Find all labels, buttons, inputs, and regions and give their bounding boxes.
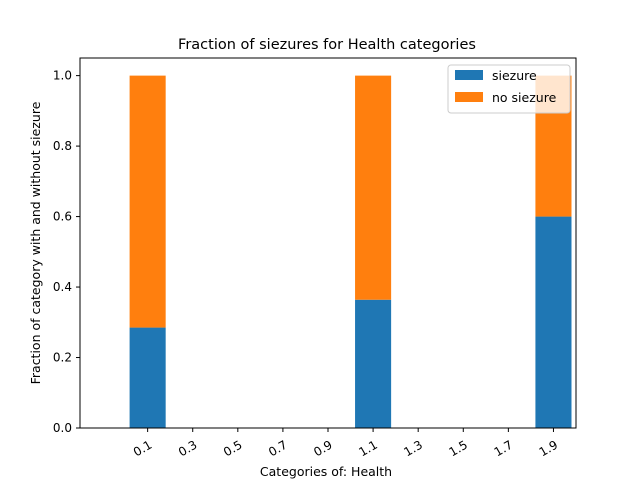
bars [129,75,572,428]
y-tick-label-0.8: 0.8 [53,139,72,153]
bar-siezure-1.1 [355,299,392,428]
y-tick-label-0.4: 0.4 [53,280,72,294]
legend-swatch-siezure [455,70,483,80]
y-tick-label-0.2: 0.2 [53,351,72,365]
bar-siezure-1.9 [535,216,572,428]
chart-title: Fraction of siezures for Health categori… [178,37,476,53]
y-tick-label-0.0: 0.0 [53,421,72,435]
y-axis: 0.0 0.2 0.4 0.6 0.8 1.0 [53,69,80,435]
y-axis-label: Fraction of category with and without si… [28,101,43,384]
bar-siezure-0.1 [129,327,166,428]
legend: siezure no siezure [447,64,571,114]
bar-no-siezure-1.1 [355,75,392,300]
legend-label-no-siezure: no siezure [492,90,557,105]
legend-swatch-no-siezure [455,92,483,102]
x-axis-label: Categories of: Health [260,464,392,479]
bar-no-siezure-0.1 [129,75,166,328]
legend-label-siezure: siezure [492,68,537,83]
y-tick-label-1.0: 1.0 [53,69,72,83]
y-tick-label-0.6: 0.6 [53,210,72,224]
